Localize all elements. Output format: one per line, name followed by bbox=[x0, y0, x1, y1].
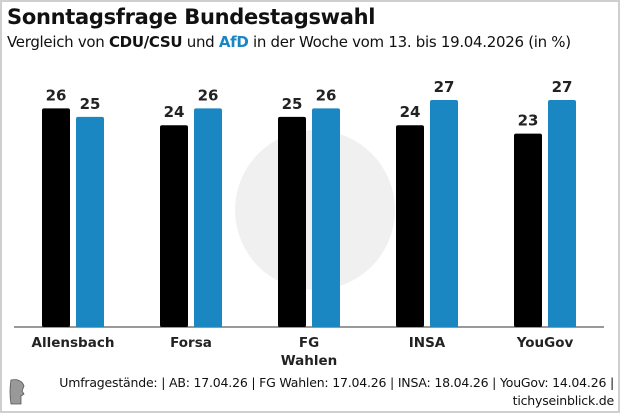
chart-title: Sonntagsfrage Bundestagswahl bbox=[7, 5, 376, 29]
x-tick-label: FG bbox=[299, 335, 319, 351]
subtitle-prefix: Vergleich von bbox=[7, 33, 109, 51]
subtitle-party-afd: AfD bbox=[218, 33, 249, 51]
bar-cdu-insa bbox=[396, 125, 424, 327]
data-label: 27 bbox=[434, 78, 455, 96]
bar-afd-allensbach bbox=[76, 116, 104, 327]
bar-afd-forsa bbox=[194, 108, 222, 327]
footer: Umfragestände: | AB: 17.04.26 | FG Wahle… bbox=[59, 374, 614, 410]
data-label: 24 bbox=[164, 103, 185, 121]
bar-cdu-yougov bbox=[514, 133, 542, 327]
x-tick-label: INSA bbox=[409, 335, 446, 351]
x-tick-label: Forsa bbox=[170, 335, 212, 351]
footer-site: tichyseinblick.de bbox=[512, 393, 615, 408]
subtitle-mid: und bbox=[182, 33, 219, 51]
logo-icon bbox=[7, 378, 27, 406]
subtitle-suffix: in der Woche vom 13. bis 19.04.2026 (in … bbox=[248, 33, 571, 51]
data-label: 26 bbox=[46, 86, 67, 104]
x-tick-label: Wahlen bbox=[281, 353, 338, 369]
subtitle-party-cdu: CDU/CSU bbox=[108, 33, 183, 51]
footer-sources: Umfragestände: | AB: 17.04.26 | FG Wahle… bbox=[59, 375, 614, 390]
x-tick-label: Allensbach bbox=[32, 335, 115, 351]
data-label: 26 bbox=[316, 86, 337, 104]
data-label: 23 bbox=[518, 112, 539, 130]
bar-cdu-allensbach bbox=[42, 108, 70, 327]
x-tick-label: YouGov bbox=[516, 335, 574, 351]
bar-afd-insa bbox=[430, 100, 458, 327]
bar-afd-yougov bbox=[548, 100, 576, 327]
data-label: 25 bbox=[80, 95, 101, 113]
data-label: 25 bbox=[282, 95, 303, 113]
bar-cdu-forsa bbox=[160, 125, 188, 327]
chart-subtitle: Vergleich von CDU/CSU und AfD in der Woc… bbox=[7, 33, 571, 51]
bar-afd-fg-wahlen bbox=[312, 108, 340, 327]
data-label: 27 bbox=[552, 78, 573, 96]
bar-cdu-fg-wahlen bbox=[278, 116, 306, 327]
data-label: 26 bbox=[198, 86, 219, 104]
data-label: 24 bbox=[400, 103, 421, 121]
